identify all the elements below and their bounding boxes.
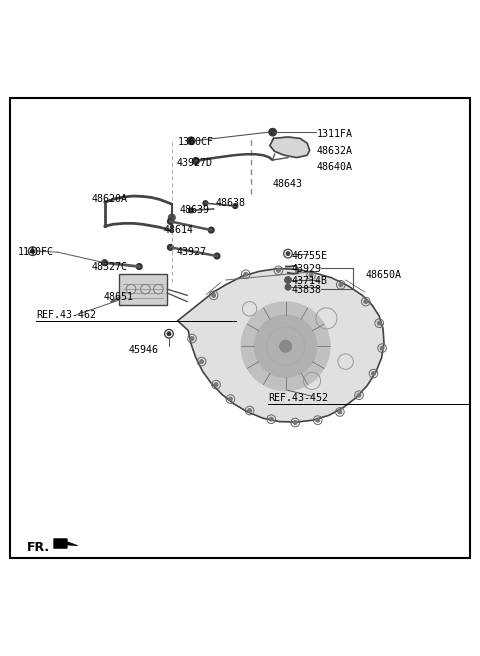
Circle shape <box>187 137 195 144</box>
Text: 43927: 43927 <box>177 247 206 257</box>
Circle shape <box>168 215 175 221</box>
Text: 48643: 48643 <box>273 179 302 189</box>
Circle shape <box>338 410 342 414</box>
Circle shape <box>364 300 368 304</box>
Circle shape <box>244 272 248 276</box>
Circle shape <box>269 129 276 136</box>
Text: 48620A: 48620A <box>91 194 127 205</box>
Circle shape <box>192 157 199 164</box>
Circle shape <box>189 208 193 213</box>
Circle shape <box>248 409 252 413</box>
Text: 45946: 45946 <box>129 344 158 355</box>
Text: 48650A: 48650A <box>366 270 402 280</box>
Polygon shape <box>270 137 310 157</box>
Text: 1140FC: 1140FC <box>18 247 54 257</box>
Circle shape <box>168 245 173 250</box>
Text: 43714B: 43714B <box>292 276 328 286</box>
Text: 48651: 48651 <box>103 292 133 302</box>
FancyBboxPatch shape <box>119 274 167 305</box>
Circle shape <box>214 382 218 386</box>
Text: 43927D: 43927D <box>177 158 213 169</box>
Text: 48327C: 48327C <box>91 262 127 272</box>
Circle shape <box>200 359 204 363</box>
Circle shape <box>214 253 220 259</box>
Circle shape <box>254 315 317 377</box>
Circle shape <box>309 274 313 277</box>
Text: 48639: 48639 <box>180 205 210 215</box>
Circle shape <box>31 249 35 253</box>
Text: 48632A: 48632A <box>317 146 353 156</box>
Polygon shape <box>54 539 78 548</box>
Circle shape <box>136 264 142 270</box>
Circle shape <box>293 420 297 424</box>
Circle shape <box>280 340 291 352</box>
Circle shape <box>339 283 343 287</box>
Text: FR.: FR. <box>26 541 49 554</box>
Text: 43929: 43929 <box>292 264 322 274</box>
Circle shape <box>380 346 384 350</box>
Circle shape <box>208 227 214 233</box>
Circle shape <box>372 372 375 375</box>
Text: 48638: 48638 <box>216 198 246 208</box>
Circle shape <box>228 397 232 401</box>
Circle shape <box>212 293 216 297</box>
Circle shape <box>316 419 320 422</box>
Circle shape <box>377 321 381 325</box>
Circle shape <box>102 260 108 266</box>
Circle shape <box>285 284 291 290</box>
Polygon shape <box>178 268 384 422</box>
Text: 1311FA: 1311FA <box>317 129 353 138</box>
Circle shape <box>167 332 171 336</box>
Text: REF.43-462: REF.43-462 <box>36 310 96 319</box>
Circle shape <box>233 203 238 209</box>
Circle shape <box>190 337 194 340</box>
Text: REF.43-452: REF.43-452 <box>268 392 328 403</box>
Text: 48614: 48614 <box>163 224 193 235</box>
Text: 46755E: 46755E <box>292 251 328 261</box>
Circle shape <box>269 417 273 421</box>
Text: 48640A: 48640A <box>317 162 353 172</box>
Text: 43838: 43838 <box>292 285 322 295</box>
Circle shape <box>285 277 291 283</box>
Text: 1360CF: 1360CF <box>178 136 214 147</box>
Circle shape <box>276 268 280 272</box>
Circle shape <box>168 218 173 224</box>
Circle shape <box>203 201 208 205</box>
Circle shape <box>241 302 330 390</box>
Circle shape <box>357 394 361 397</box>
Circle shape <box>286 252 290 256</box>
